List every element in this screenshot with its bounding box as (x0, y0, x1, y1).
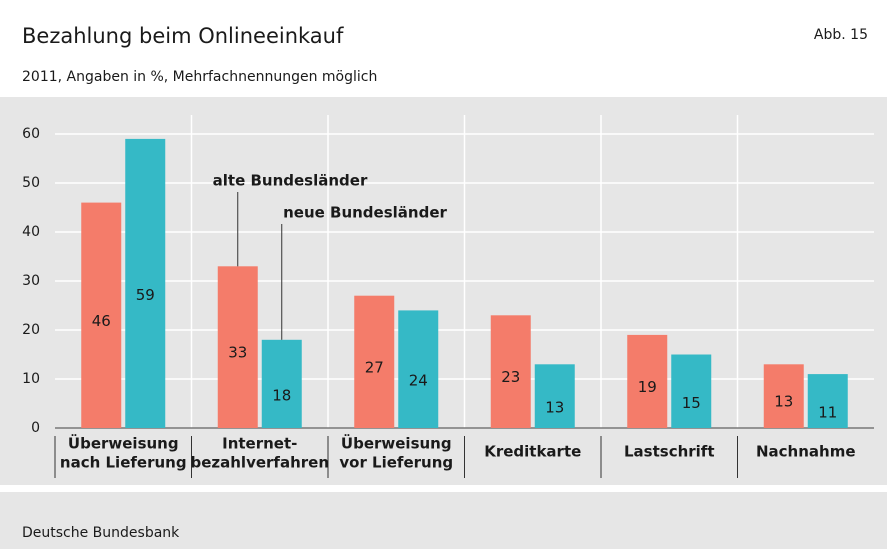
value-label: 27 (365, 358, 384, 376)
value-label: 23 (501, 368, 520, 386)
x-tick-label: Lastschrift (624, 443, 715, 461)
x-tick-label: Überweisung (68, 434, 179, 453)
bar (534, 364, 575, 428)
bar (125, 138, 166, 428)
value-label: 15 (682, 394, 701, 412)
figure-label: Abb. 15 (814, 27, 868, 43)
value-label: 59 (136, 286, 155, 304)
bar (490, 315, 531, 428)
bar (354, 295, 395, 428)
value-label: 19 (638, 378, 657, 396)
y-tick-label: 20 (22, 322, 40, 338)
legend-label: neue Bundesländer (283, 204, 447, 222)
bar (217, 266, 258, 428)
y-tick-label: 50 (22, 175, 40, 191)
subtitle: 2011, Angaben in %, Mehrfachnennungen mö… (22, 69, 377, 85)
x-tick-label: Internet- (222, 435, 297, 453)
value-label: 18 (272, 386, 291, 404)
footer-panel (0, 492, 887, 549)
x-tick-label: Überweisung (341, 434, 452, 453)
bar (671, 354, 712, 428)
source: Deutsche Bundesbank (22, 525, 180, 541)
bar (398, 310, 439, 428)
value-label: 46 (92, 312, 111, 330)
value-label: 13 (774, 393, 793, 411)
chart-title: Bezahlung beim Onlineeinkauf (22, 24, 344, 48)
y-tick-label: 10 (22, 371, 40, 387)
y-tick-label: 30 (22, 273, 40, 289)
value-label: 11 (818, 404, 837, 422)
x-tick-label: bezahlverfahren (190, 454, 329, 472)
bar (627, 334, 668, 428)
y-tick-label: 0 (31, 420, 40, 436)
x-tick-label: Nachnahme (756, 443, 856, 461)
bar (261, 339, 302, 428)
value-label: 13 (545, 399, 564, 417)
value-label: 33 (228, 344, 247, 362)
legend-label: alte Bundesländer (213, 172, 368, 190)
x-tick-label: Kreditkarte (484, 443, 581, 461)
bar (807, 374, 848, 428)
x-tick-label: vor Lieferung (339, 454, 453, 472)
value-label: 24 (409, 372, 428, 390)
y-tick-label: 60 (22, 126, 40, 142)
bar (81, 202, 122, 428)
y-tick-label: 40 (22, 224, 40, 240)
bar (763, 364, 804, 428)
x-tick-label: nach Lieferung (60, 454, 187, 472)
